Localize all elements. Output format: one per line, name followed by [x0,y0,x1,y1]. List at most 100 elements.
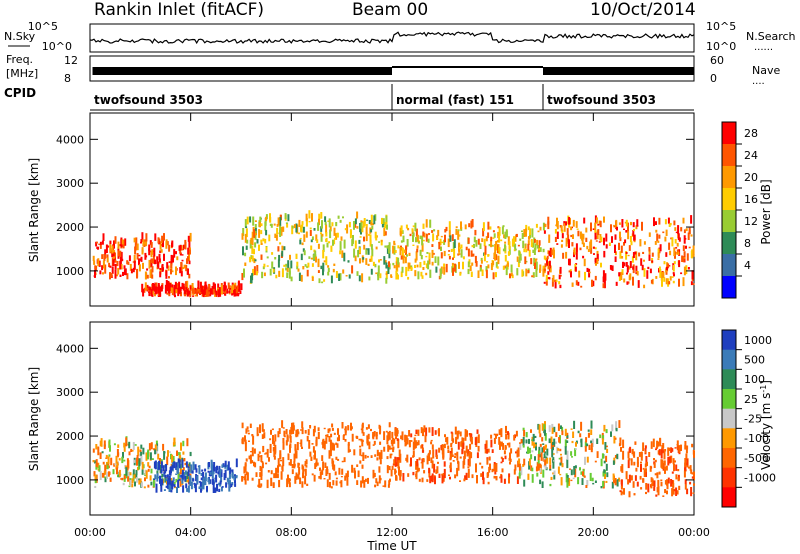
echo-cell [457,460,459,464]
echo-cell [548,260,551,269]
echo-cell [296,261,299,267]
echo-cell [185,287,188,290]
echo-cell [251,245,254,254]
echo-cell [183,458,186,462]
echo-cell [560,244,563,248]
echo-cell [677,469,680,472]
echo-cell [549,468,552,471]
echo-cell [220,284,223,294]
echo-cell [345,275,348,277]
echo-cell [142,447,145,455]
echo-cell [305,231,308,238]
echo-cell [517,460,520,468]
echo-cell [614,251,617,256]
echo-cell [353,449,356,456]
echo-cell [375,431,378,437]
echo-cell [214,283,216,293]
freq-label: Freq. [6,53,33,66]
echo-cell [423,470,426,474]
echo-cell [668,447,671,451]
echo-cell [231,285,234,291]
echo-cell [675,231,678,234]
echo-cell [498,247,501,255]
echo-cell [348,221,351,228]
echo-cell [618,420,621,428]
echo-cell [586,443,589,447]
echo-cell [619,437,622,446]
echo-cell [555,224,558,227]
echo-cell [353,248,356,258]
echo-cell [570,479,573,482]
echo-cell [553,426,556,433]
echo-cell [371,248,374,257]
echo-cell [462,437,465,445]
echo-cell [177,479,180,488]
echo-cell [379,426,382,433]
echo-cell [252,216,255,226]
echo-cell [604,471,606,479]
echo-cell [291,225,294,229]
echo-cell [621,269,624,273]
date-label: 10/Oct/2014 [590,0,696,20]
echo-cell [455,226,458,228]
x-tick-label: 04:00 [175,526,207,539]
echo-cell [108,454,111,457]
echo-cell [397,245,400,249]
echo-cell [604,442,607,450]
echo-cell [289,254,291,260]
echo-cell [459,480,461,482]
echo-cell [180,469,183,473]
echo-cell [245,226,248,229]
velocity-heatmap [92,420,695,498]
echo-cell [568,477,571,486]
echo-cell [531,439,534,441]
echo-cell [541,447,544,453]
echo-cell [310,239,313,243]
echo-cell [448,474,450,476]
echo-cell [333,464,336,471]
echo-cell [439,238,442,246]
echo-cell [328,436,331,442]
echo-cell [659,244,662,252]
echo-cell [245,228,248,238]
echo-cell [467,466,470,469]
echo-cell [374,454,377,457]
echo-cell [172,477,175,482]
echo-cell [170,261,173,268]
colorbar-swatch [722,254,736,277]
echo-cell [157,283,160,292]
echo-cell [507,251,510,256]
echo-cell [302,226,305,233]
echo-cell [103,470,106,475]
echo-cell [235,288,238,293]
echo-cell [450,443,453,448]
echo-cell [537,230,540,233]
echo-cell [168,470,171,476]
freq-tick-bottom: 8 [64,72,71,85]
echo-cell [435,454,438,459]
echo-cell [249,256,252,263]
echo-cell [436,466,439,474]
echo-cell [148,443,151,451]
echo-cell [594,247,597,250]
echo-cell [627,459,630,469]
echo-cell [542,265,545,269]
echo-cell [327,220,330,222]
echo-cell [606,448,609,453]
echo-cell [177,458,180,467]
echo-cell [166,474,169,478]
echo-cell [165,478,168,482]
echo-cell [620,466,623,472]
echo-cell [567,238,570,244]
echo-cell [212,488,215,493]
echo-cell [665,229,668,236]
echo-cell [179,286,182,290]
echo-cell [612,460,615,465]
echo-cell [259,465,262,471]
echo-cell [373,215,376,225]
echo-cell [302,266,305,270]
echo-cell [261,423,264,432]
echo-cell [535,261,538,271]
echo-cell [591,438,594,448]
echo-cell [311,236,314,240]
